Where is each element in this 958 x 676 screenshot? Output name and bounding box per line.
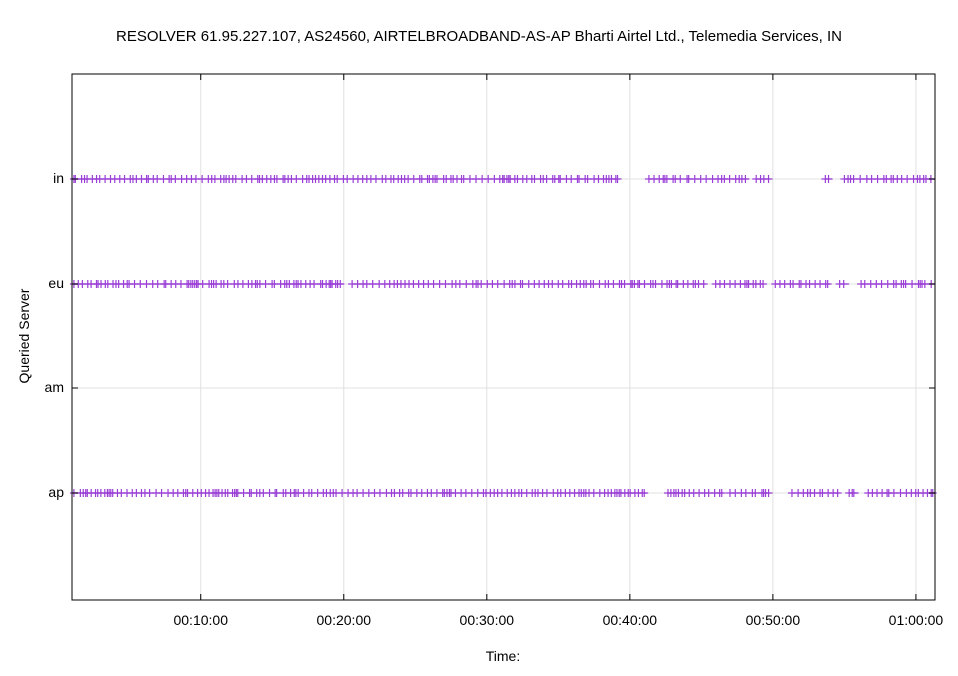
x-tick-label: 00:40:00 — [602, 612, 658, 628]
x-axis-label: Time: — [485, 648, 521, 664]
point-eu — [699, 280, 708, 288]
y-tick-label-eu: eu — [48, 275, 64, 291]
y-axis-label: Queried Server — [16, 288, 32, 384]
x-tick-label: 00:10:00 — [173, 612, 228, 628]
plot-frame — [71, 73, 936, 601]
point-eu — [759, 280, 768, 288]
axis-ticks — [72, 74, 935, 600]
point-in — [741, 175, 750, 183]
point-in — [824, 175, 833, 183]
y-tick-label-ap: ap — [48, 484, 64, 500]
x-tick-label: 01:00:00 — [888, 612, 944, 628]
x-tick-label: 00:50:00 — [745, 612, 801, 628]
point-eu — [336, 280, 345, 288]
point-ap — [640, 489, 649, 497]
data-points — [69, 175, 937, 497]
point-ap — [717, 489, 726, 497]
point-eu — [823, 280, 832, 288]
grid-lines — [72, 74, 935, 600]
point-in — [764, 175, 773, 183]
x-tick-label: 00:20:00 — [316, 612, 372, 628]
point-ap — [833, 489, 842, 497]
point-ap — [764, 489, 773, 497]
point-ap — [849, 489, 858, 497]
y-tick-label-am: am — [44, 379, 64, 395]
y-tick-label-in: in — [53, 170, 64, 186]
point-in — [613, 175, 622, 183]
point-eu — [839, 280, 848, 288]
chart-title: RESOLVER 61.95.227.107, AS24560, AIRTELB… — [116, 28, 842, 45]
x-tick-label: 00:30:00 — [459, 612, 515, 628]
point-in — [676, 175, 685, 183]
